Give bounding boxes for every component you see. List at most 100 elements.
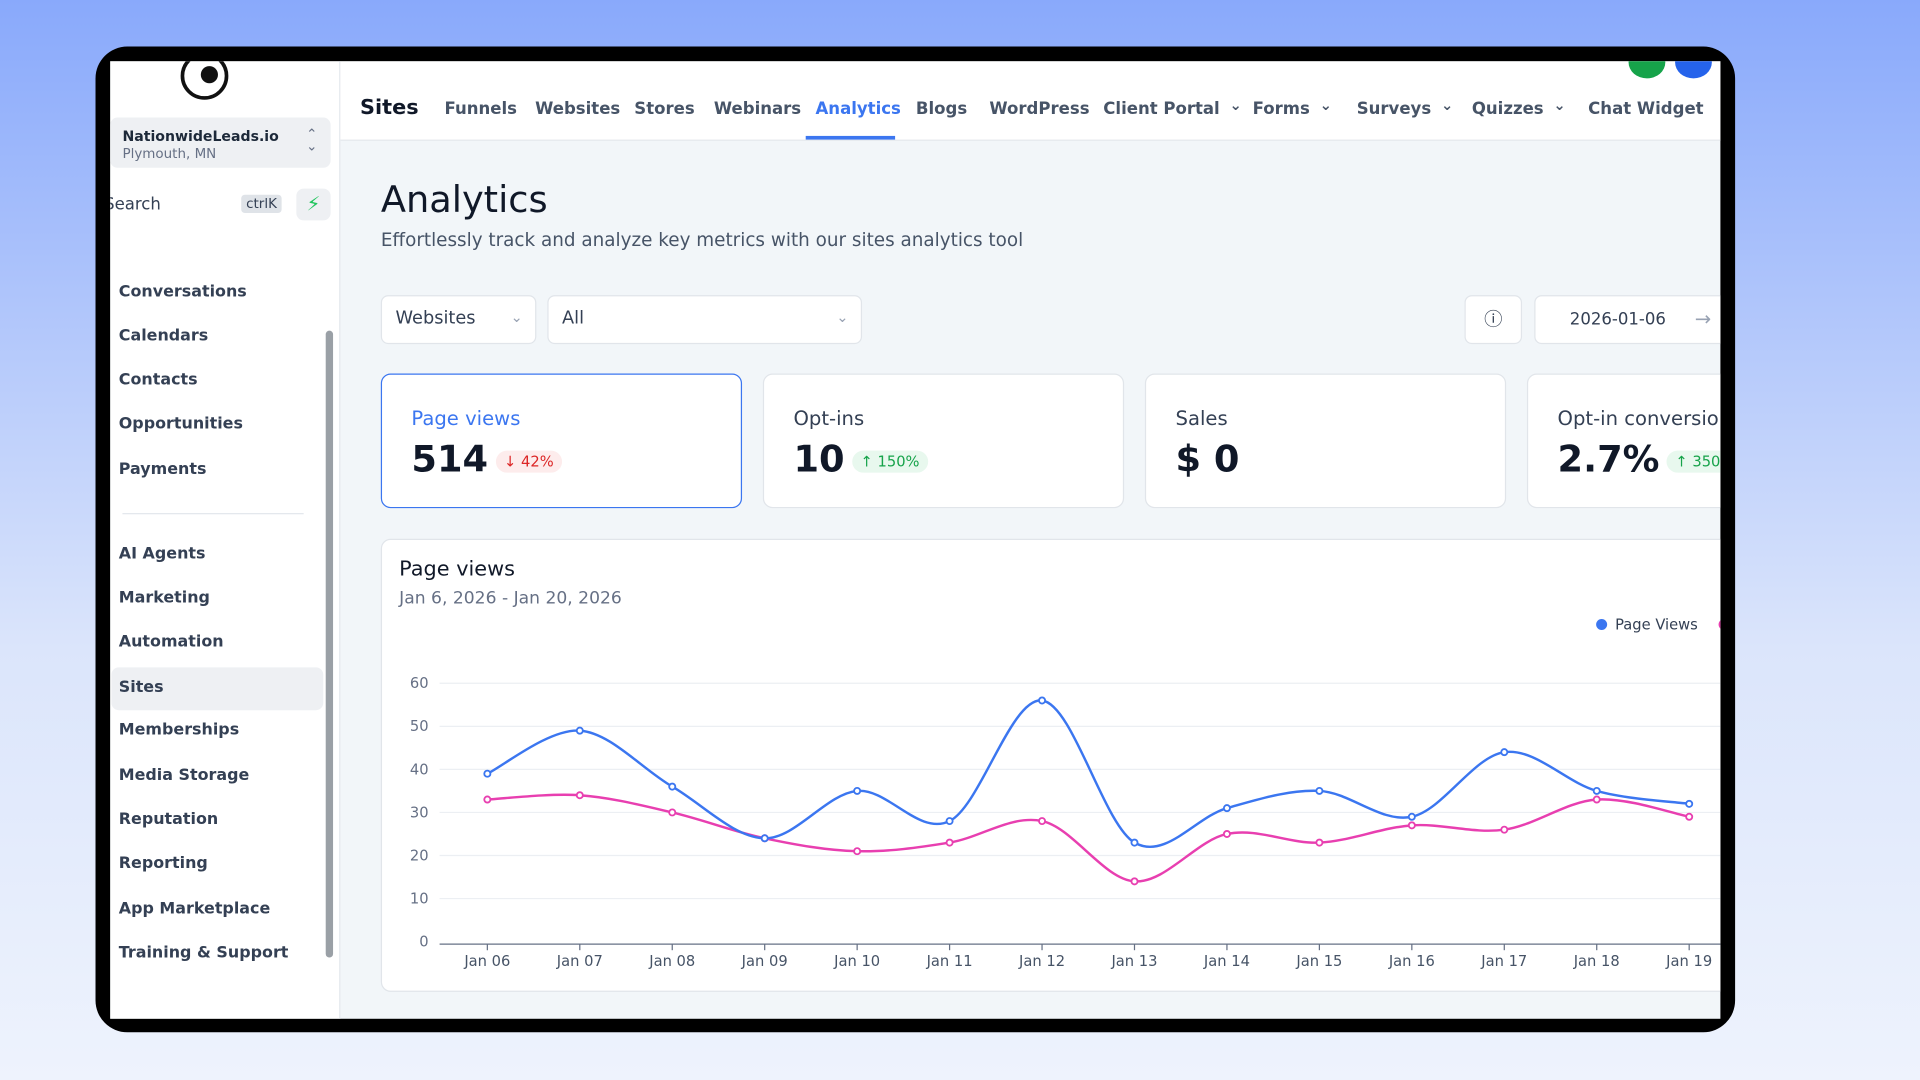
card-value: 2.7% ↑ 350% [1558,438,1721,481]
top-nav: Sites Funnels Websites Stores Webinars Analy… [340,61,1721,141]
chart: 0 10 20 30 40 50 60 Jan 06 Jan 07 Jan 08 Jan 09 Jan… [410,616,1721,970]
metric-card[interactable]: Opt-ins 10 ↑ 150% [762,373,1125,509]
info-button[interactable]: ⓘ [1464,295,1523,345]
series-line [486,699,1690,849]
type-select[interactable]: Websites ⌄ [380,295,537,345]
chevron: ⌄ [836,308,849,326]
chevron: ⌄ [1440,96,1454,114]
nav-item[interactable]: App Marketplace [118,900,271,919]
data-point [483,769,492,778]
nav-item[interactable]: Sites [118,678,164,697]
x-tick-label: Jan 08 [648,953,695,970]
nav-item[interactable]: Opportunities [118,415,243,434]
nav-item[interactable]: Contacts [118,371,198,390]
data-point [575,791,584,800]
metric-card[interactable]: Opt-in conversion 2.7% ↑ 350% [1526,373,1721,509]
y-tick-label: 60 [410,675,429,692]
nav-item[interactable]: Marketing [118,588,210,608]
metric-card[interactable]: Sales $ 0 [1144,373,1507,509]
y-tick-label: 50 [410,718,429,735]
account-switcher[interactable]: NationwideLeads.io Plymouth, MN ⌃ ⌄ [110,117,331,168]
y-tick-label: 20 [410,847,429,864]
logo [180,61,229,100]
search[interactable]: Search ctrlK [110,189,285,221]
trend-arrow: ↑ [860,452,878,470]
change: 150% [877,452,920,470]
value: 2.7% [1557,438,1660,482]
nav-item[interactable]: Memberships [118,721,240,740]
card-label: Page views [411,406,521,430]
tab[interactable]: Chat Widget [1588,99,1704,119]
chevron: ⌄ [1319,96,1332,114]
nav-item[interactable]: Training & Support [118,944,289,963]
tab[interactable]: Blogs [915,99,968,119]
data-point [1500,825,1509,834]
data-point [853,847,862,856]
x-tick-label: Jan 09 [741,953,788,970]
nav-item[interactable]: Reputation [118,810,219,829]
nav-item[interactable]: Calendars [118,326,209,346]
trend-arrow: ↑ [1675,452,1693,470]
quick-action[interactable]: ⚡ [296,188,331,221]
page-title: Analytics [380,178,548,222]
account-location: Plymouth, MN [122,145,217,162]
data-point [760,834,769,843]
phone-button[interactable] [1628,61,1666,79]
nav-item[interactable]: Media Storage [118,766,250,785]
tab[interactable]: Client Portal ⌄ [1103,96,1242,119]
y-tick-label: 0 [419,934,428,951]
account-name: NationwideLeads.io [122,127,279,145]
data-point [853,786,862,795]
card-value: 514 ↓ 42% [411,438,563,481]
value: $ 0 [1175,438,1240,482]
nav-item[interactable]: Payments [118,460,207,479]
x-tick-label: Jan 11 [926,953,973,970]
site-select[interactable]: All ⌄ [547,295,863,345]
date-picker[interactable]: 2026-01-06 → [1534,295,1721,345]
nav-item[interactable]: Automation [118,633,224,652]
x-tick-label: Jan 16 [1388,953,1435,970]
x-tick-label: Jan 10 [833,953,880,970]
screen: NationwideLeads.io Plymouth, MN ⌃⌄ Searc… [110,61,1721,1019]
tab[interactable]: Websites [535,99,621,119]
select-value: Websites [395,308,476,329]
tab[interactable]: Quizzes ⌄ [1471,96,1566,119]
tab[interactable]: Analytics [815,99,901,119]
tab[interactable]: Funnels [444,99,517,119]
data-point [1038,696,1047,705]
data-point [668,808,677,817]
card-label: Opt-in conversion [1557,406,1721,430]
legend-marker [1718,620,1721,629]
chevron: ⌄ [1229,96,1242,114]
tab[interactable]: Webinars [713,99,802,119]
assist-button[interactable] [1675,61,1712,79]
series-line [487,793,1690,883]
value: 10 [793,438,845,482]
x-tick-label: Jan 18 [1573,953,1620,970]
nav-item[interactable]: Reporting [118,854,208,874]
data-point [1130,838,1139,847]
data-point [1592,795,1601,804]
page-subtitle: Effortlessly track and analyze key metri… [380,228,1024,252]
data-point [1038,817,1047,826]
tab[interactable]: Surveys ⌄ [1356,96,1454,119]
tab[interactable]: Stores [634,99,695,119]
active-item-bg [111,667,324,711]
change: 350% [1692,452,1721,470]
nav-item[interactable]: Conversations [118,282,247,302]
tab[interactable]: WordPress [989,99,1090,119]
nav-item[interactable]: AI Agents [118,544,206,564]
tab[interactable]: Forms ⌄ [1252,96,1332,119]
data-point [1407,812,1416,821]
metric-card[interactable]: Page views 514 ↓ 42% [380,373,743,509]
change-badge: ↑ 150% [851,450,929,473]
x-tick-label: Jan 17 [1480,953,1527,970]
x-tick-label: Jan 06 [463,953,510,970]
data-point [1222,804,1231,813]
divider [122,513,304,515]
data-point [1315,786,1324,795]
chart-panel: Page views Jan 6, 2026 - Jan 20, 2026 0 1… [380,538,1721,992]
card-value: $ 0 [1176,438,1240,481]
card-value: 10 ↑ 150% [793,438,929,482]
